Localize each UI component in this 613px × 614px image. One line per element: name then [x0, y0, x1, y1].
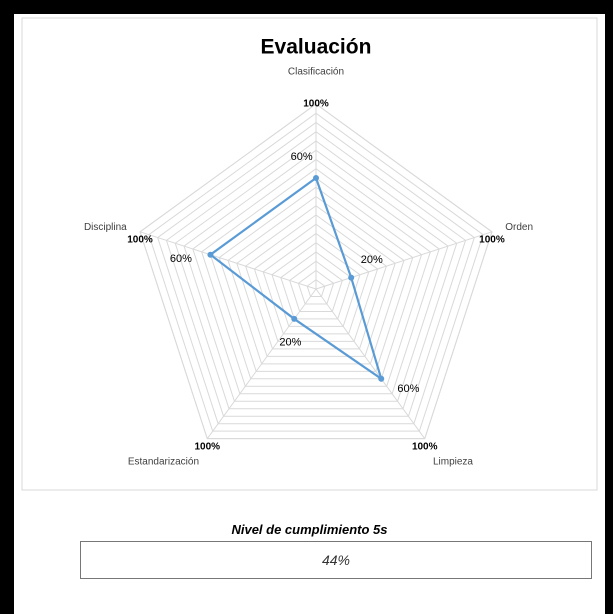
chart-title: Evaluación [261, 36, 372, 59]
spoke [206, 288, 317, 439]
series-line [139, 103, 493, 440]
spoke [139, 231, 317, 290]
data-label: 100% [479, 234, 505, 245]
grid-ring [165, 131, 467, 417]
grid-ring [253, 223, 379, 342]
data-point [378, 375, 385, 382]
chart: Evaluación Clasificación Orden Limpieza Est… [21, 17, 598, 491]
data-point [291, 315, 298, 322]
grid-ring [157, 121, 475, 425]
category-label: Orden [505, 222, 533, 233]
category-label: Limpieza [433, 457, 473, 468]
category-label: Clasificación [288, 67, 344, 78]
grid-ring [148, 112, 484, 432]
data-label: 100% [194, 441, 220, 452]
summary-label: Nivel de cumplimiento 5s [231, 522, 388, 537]
data-label: 20% [279, 337, 301, 349]
data-label: 100% [412, 441, 438, 452]
spoke [315, 231, 493, 290]
grid-ring [201, 168, 431, 387]
spoke [315, 288, 426, 439]
summary-value: 44% [80, 541, 592, 579]
grid-ring [297, 269, 335, 305]
data-label: 60% [291, 151, 313, 163]
grid-ring [174, 140, 458, 410]
series-line [208, 176, 384, 382]
grid-ring [183, 149, 449, 402]
chart-area [21, 17, 598, 491]
grid-ring [289, 260, 343, 312]
data-point [207, 251, 214, 258]
data-label: 60% [397, 383, 419, 395]
grid-ring [218, 186, 414, 372]
data-point [348, 274, 355, 281]
data-label: 20% [361, 254, 383, 266]
grid-ring [280, 251, 352, 320]
grid-ring [192, 158, 440, 395]
data-label: 100% [127, 234, 153, 245]
grid-ring [306, 279, 326, 297]
grid-ring [271, 242, 361, 327]
grid-ring [245, 214, 387, 350]
category-label: Estandarización [128, 457, 199, 468]
data-label: 60% [170, 253, 192, 265]
grid-ring [236, 205, 396, 357]
data-point [313, 175, 319, 181]
category-label: Disciplina [84, 222, 127, 233]
data-label: 100% [303, 99, 329, 110]
grid-ring [227, 195, 405, 365]
